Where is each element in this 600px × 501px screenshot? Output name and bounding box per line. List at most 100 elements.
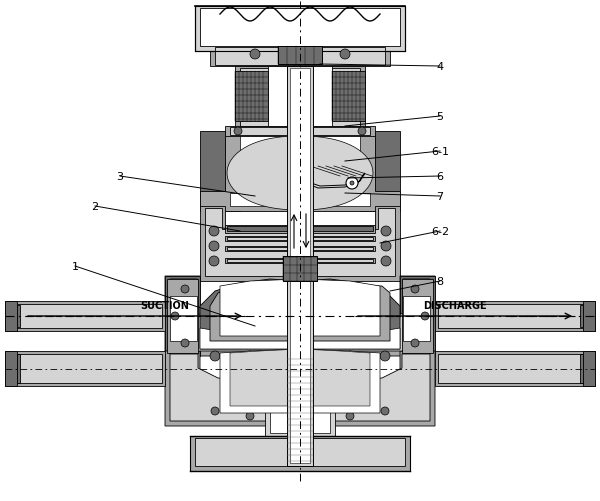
Polygon shape [230, 128, 370, 136]
Circle shape [381, 226, 391, 236]
Text: 5: 5 [437, 112, 443, 122]
Text: 6-2: 6-2 [431, 226, 449, 236]
Circle shape [209, 226, 219, 236]
Text: 7: 7 [436, 191, 443, 201]
Circle shape [295, 423, 305, 433]
Polygon shape [170, 354, 430, 421]
Circle shape [209, 241, 219, 252]
Circle shape [350, 182, 354, 186]
Bar [227, 247, 373, 250]
Polygon shape [170, 280, 430, 351]
Bar [583, 351, 595, 386]
Polygon shape [200, 132, 240, 211]
Bar [170, 297, 197, 341]
Bar [190, 436, 410, 471]
Text: 2: 2 [91, 201, 98, 211]
Polygon shape [220, 349, 380, 413]
Polygon shape [5, 354, 162, 383]
Bar [200, 9, 400, 47]
Polygon shape [230, 349, 370, 406]
Circle shape [295, 50, 305, 60]
Polygon shape [225, 127, 375, 137]
Polygon shape [305, 284, 390, 341]
Circle shape [211, 407, 219, 415]
Bar [17, 306, 20, 327]
Bar [283, 257, 317, 282]
Circle shape [181, 286, 189, 294]
Bar [290, 69, 310, 463]
Polygon shape [235, 72, 268, 122]
Circle shape [346, 178, 358, 189]
Bar [195, 438, 405, 466]
Polygon shape [165, 351, 435, 426]
Bar [5, 302, 17, 331]
Text: 6-1: 6-1 [431, 147, 449, 157]
Polygon shape [402, 280, 433, 353]
Polygon shape [165, 277, 435, 356]
Polygon shape [435, 351, 595, 386]
Circle shape [340, 50, 350, 60]
Bar [225, 246, 375, 252]
Polygon shape [200, 280, 300, 349]
Circle shape [181, 339, 189, 347]
Polygon shape [5, 305, 162, 328]
Circle shape [421, 313, 429, 320]
Circle shape [358, 128, 366, 136]
Circle shape [345, 351, 355, 361]
Polygon shape [220, 280, 380, 336]
Polygon shape [210, 47, 390, 67]
Polygon shape [167, 280, 198, 353]
Bar [225, 236, 375, 241]
Polygon shape [210, 284, 295, 341]
Polygon shape [230, 134, 370, 206]
Polygon shape [200, 328, 300, 349]
Polygon shape [360, 132, 400, 211]
Polygon shape [215, 48, 385, 66]
Bar [227, 226, 373, 231]
Circle shape [246, 412, 254, 420]
Bar [270, 358, 330, 433]
Polygon shape [235, 67, 365, 132]
Polygon shape [300, 328, 400, 349]
Circle shape [234, 128, 242, 136]
Polygon shape [300, 280, 400, 349]
Circle shape [209, 257, 219, 267]
Circle shape [171, 313, 179, 320]
Bar [268, 67, 332, 127]
Text: DISCHARGE: DISCHARGE [423, 301, 487, 311]
Text: SUCTION: SUCTION [140, 301, 190, 311]
Polygon shape [200, 132, 400, 211]
Bar [225, 225, 375, 233]
Bar [195, 7, 405, 52]
Circle shape [381, 407, 389, 415]
Polygon shape [227, 137, 373, 210]
Bar [583, 302, 595, 331]
Text: 3: 3 [116, 172, 124, 182]
Polygon shape [400, 277, 435, 356]
Polygon shape [240, 69, 360, 127]
Bar [580, 354, 583, 383]
Bar [17, 354, 20, 383]
Bar [580, 306, 583, 327]
Bar [278, 47, 322, 65]
Polygon shape [5, 351, 165, 386]
Polygon shape [435, 302, 595, 331]
Circle shape [210, 351, 220, 361]
Circle shape [380, 351, 390, 361]
Bar [225, 259, 375, 264]
Bar [5, 351, 17, 386]
Polygon shape [332, 72, 365, 122]
Polygon shape [200, 206, 400, 282]
Circle shape [381, 241, 391, 252]
Circle shape [381, 257, 391, 267]
Text: 1: 1 [71, 262, 79, 272]
Bar [265, 356, 335, 436]
Bar [403, 297, 430, 341]
Polygon shape [205, 208, 395, 277]
Polygon shape [165, 277, 200, 356]
Circle shape [411, 339, 419, 347]
Circle shape [411, 286, 419, 294]
Text: 4: 4 [436, 62, 443, 72]
Text: 6: 6 [437, 172, 443, 182]
Polygon shape [438, 305, 595, 328]
